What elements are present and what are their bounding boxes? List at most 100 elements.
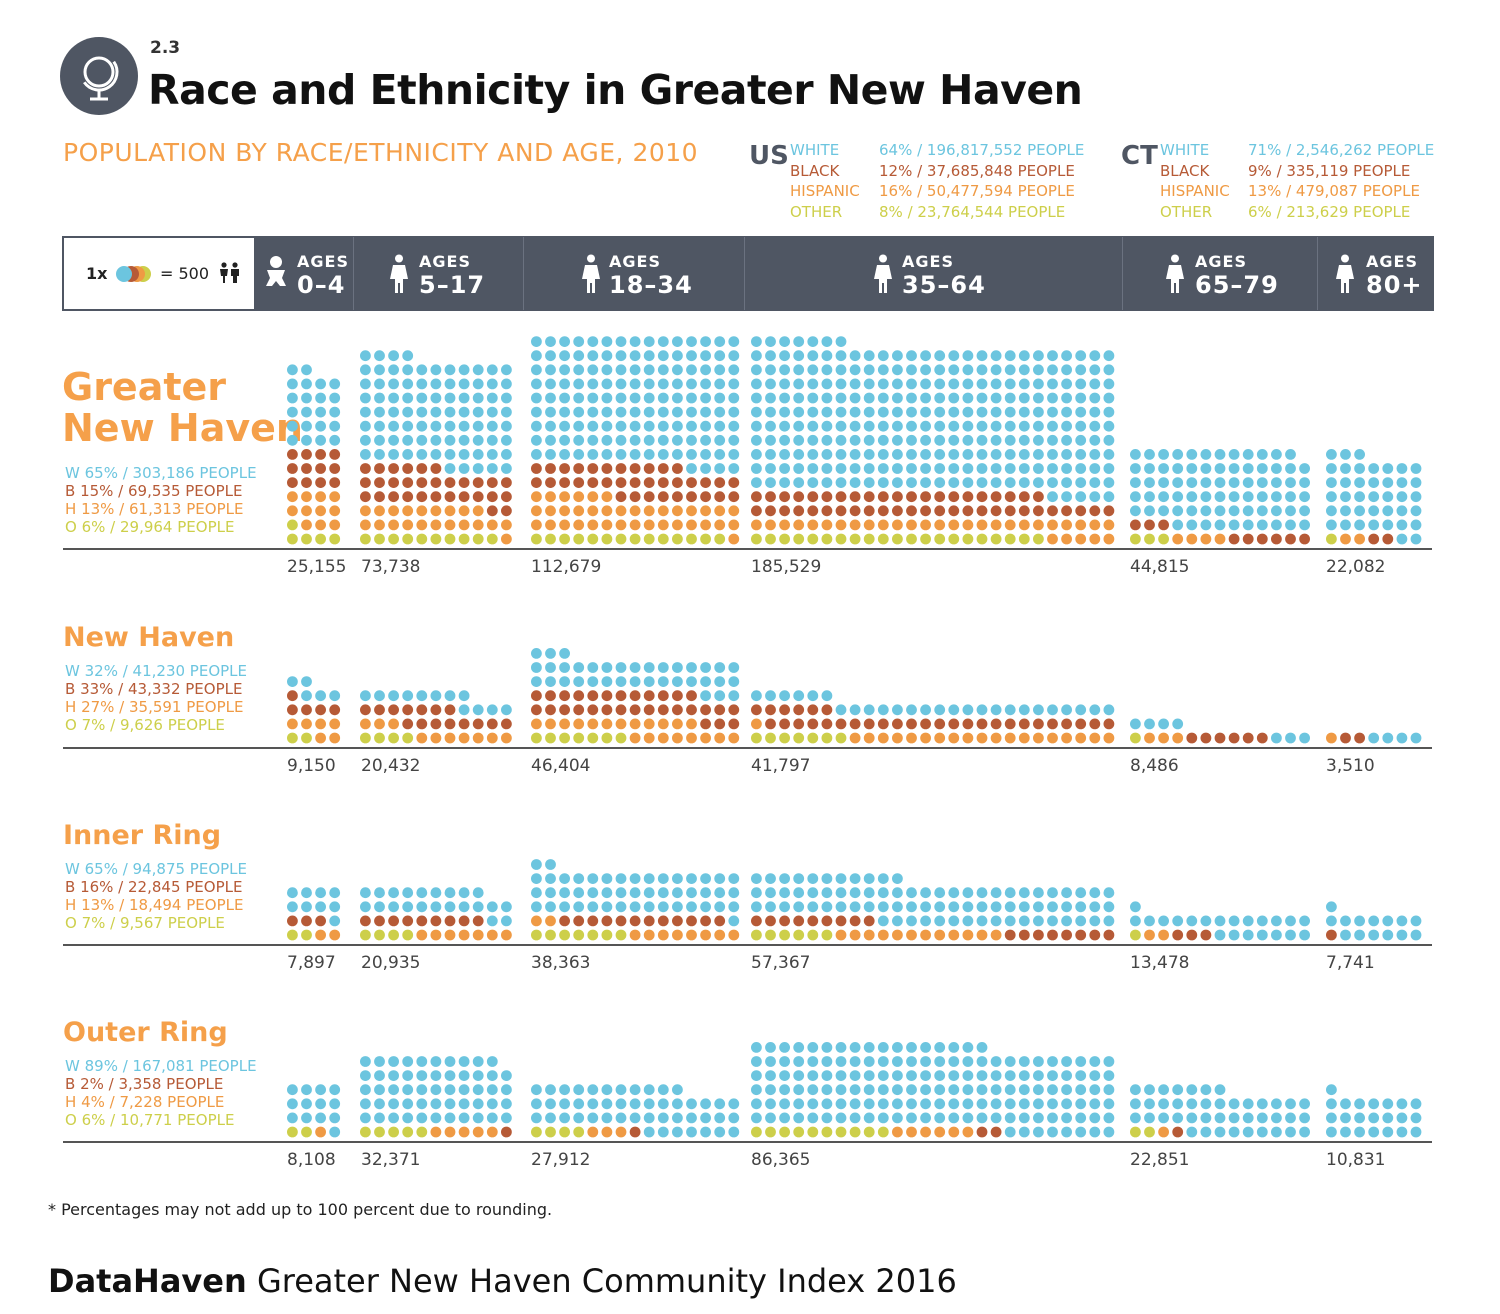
waffle-dot-white	[1018, 915, 1030, 927]
waffle-dot-white	[643, 434, 655, 446]
waffle-dot-white	[877, 463, 889, 474]
waffle-dot-white	[629, 364, 641, 376]
waffle-dot-white	[458, 690, 470, 702]
waffle-dot-white	[1382, 505, 1394, 517]
waffle-dot-white	[948, 1070, 960, 1081]
waffle-dot-white	[573, 887, 585, 899]
waffle-dot-white	[1410, 732, 1422, 744]
waffle-dot-white	[1396, 929, 1408, 941]
waffle-dot-white	[1075, 434, 1087, 446]
age-group-word: AGES	[419, 252, 471, 271]
waffle-dot-white	[714, 406, 726, 418]
waffle-dot-white	[657, 1098, 669, 1110]
waffle-dot-white	[1158, 1084, 1169, 1096]
ct-black-value: 9% / 335,119 PEOPLE	[1248, 161, 1411, 180]
us-other-value: 8% / 23,764,544 PEOPLE	[879, 202, 1066, 221]
waffle-dot-white	[976, 1070, 988, 1081]
waffle-dot-black	[643, 491, 655, 503]
waffle-dot-hispanic	[315, 519, 326, 531]
waffle-dot-white	[545, 336, 556, 347]
waffle-dot-white	[1200, 449, 1212, 460]
waffle-dot-white	[1228, 929, 1240, 941]
person-icon	[390, 254, 408, 293]
waffle-dot-white	[849, 434, 861, 446]
waffle-dot-black	[629, 477, 641, 488]
waffle-dot-white	[835, 887, 847, 899]
waffle-dot-white	[458, 463, 470, 474]
waffle-dot-black	[990, 505, 1002, 517]
waffle-dot-black	[779, 704, 790, 716]
waffle-dot-black	[1047, 505, 1058, 517]
waffle-dot-white	[1089, 364, 1101, 376]
waffle-dot-white	[486, 915, 498, 927]
waffle-dot-hispanic	[1214, 533, 1226, 545]
waffle-dot-white	[1033, 1112, 1044, 1124]
waffle-dot-white	[807, 1084, 819, 1096]
waffle-dot-white	[920, 901, 931, 913]
waffle-dot-white	[1326, 477, 1337, 488]
waffle-dot-black	[360, 477, 371, 488]
waffle-dot-white	[444, 1112, 456, 1124]
waffle-dot-hispanic	[714, 732, 726, 744]
waffle-dot-black	[531, 704, 542, 716]
waffle-dot-white	[531, 1084, 542, 1096]
waffle-dot-white	[587, 336, 599, 347]
waffle-dot-white	[1285, 491, 1296, 503]
waffle-dot-white	[601, 1098, 613, 1110]
waffle-dot-black	[388, 477, 399, 488]
waffle-dot-white	[444, 378, 456, 390]
waffle-dot-hispanic	[601, 718, 613, 730]
waffle-dot-white	[686, 1126, 697, 1138]
waffle-dot-white	[990, 1098, 1002, 1110]
waffle-dot-black	[1354, 732, 1365, 744]
stat-value: 33% / 43,332 PEOPLE	[80, 680, 243, 698]
age-group-5-17: AGES 5–17	[354, 237, 523, 310]
waffle-dot-white	[1103, 1112, 1115, 1124]
waffle-dot-hispanic	[587, 1126, 599, 1138]
waffle-dot-black	[849, 491, 861, 503]
waffle-dot-white	[849, 873, 861, 884]
waffle-dot-white	[531, 364, 542, 376]
waffle-dot-white	[700, 449, 711, 460]
waffle-dot-white	[892, 406, 903, 418]
waffle-dot-white	[1033, 477, 1044, 488]
waffle-dot-black	[990, 718, 1002, 730]
waffle-dot-white	[728, 463, 740, 474]
waffle-dot-white	[807, 350, 819, 362]
waffle-dot-white	[962, 901, 974, 913]
waffle-dot-black	[1004, 491, 1016, 503]
waffle-dot-white	[807, 1056, 819, 1067]
waffle-dot-white	[934, 449, 946, 460]
waffle-dot-hispanic	[643, 718, 655, 730]
waffle-dot-hispanic	[1089, 533, 1101, 545]
waffle-dot-white	[559, 1098, 570, 1110]
us-white-label: WHITE	[790, 141, 840, 159]
waffle-dot-white	[657, 364, 669, 376]
age-group-80-plus: AGES 80+	[1318, 237, 1432, 310]
waffle-dot-white	[573, 662, 585, 673]
waffle-dot-white	[1033, 378, 1044, 390]
age-group-35-64: AGES 35–64	[745, 237, 1122, 310]
waffle-dot-white	[1354, 463, 1365, 474]
waffle-dot-white	[643, 1084, 655, 1096]
waffle-dot-hispanic	[315, 491, 326, 503]
waffle-dot-white	[643, 676, 655, 687]
waffle-dot-white	[587, 873, 599, 884]
waffle-dot-hispanic	[920, 519, 931, 531]
stat-prefix: O	[65, 518, 77, 536]
waffle-dot-white	[1186, 491, 1198, 503]
waffle-dot-white	[615, 392, 627, 404]
waffle-dot-white	[1047, 392, 1058, 404]
total-label: 22,082	[1326, 557, 1386, 577]
waffle-dot-white	[920, 1056, 931, 1067]
waffle-dot-other	[1130, 929, 1141, 941]
waffle-dot-other	[301, 1126, 312, 1138]
waffle-dot-white	[990, 1084, 1002, 1096]
waffle-dot-white	[765, 434, 776, 446]
waffle-dot-white	[751, 420, 762, 432]
waffle-dot-white	[1144, 477, 1155, 488]
waffle-dot-white	[765, 406, 776, 418]
waffle-dot-other	[1144, 533, 1155, 545]
waffle-dot-hispanic	[430, 519, 442, 531]
waffle-dot-other	[892, 533, 903, 545]
